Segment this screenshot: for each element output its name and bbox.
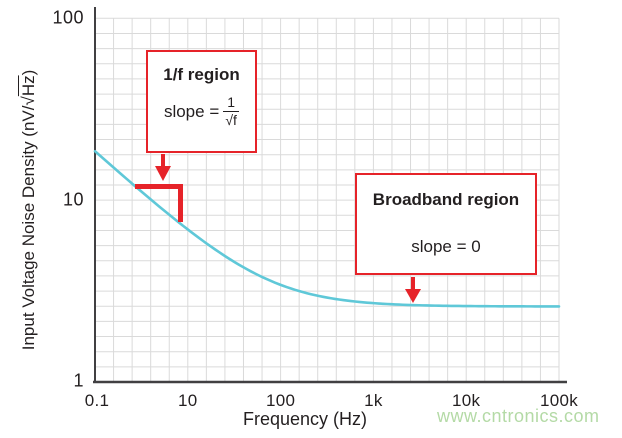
x-tick-1k: 1k	[364, 391, 383, 410]
annotation-1f-title: 1/f region	[163, 65, 240, 84]
formula-prefix: slope =	[163, 101, 220, 121]
annotation-box-broadband-region: Broadband region slope = 0	[355, 173, 537, 275]
arrow-broadband-region-icon	[405, 277, 421, 303]
fraction-radicand: f	[233, 112, 237, 129]
sqrt-icon: √	[19, 96, 38, 106]
annotation-1f-formula: slope = 1 √f	[148, 94, 255, 129]
slope-indicator	[135, 184, 183, 222]
y-tick-1: 1	[73, 370, 84, 391]
annotation-broadband-body: slope = 0	[411, 237, 481, 256]
x-tick-10k: 10k	[452, 391, 481, 410]
x-tick-100: 100	[265, 391, 296, 410]
y-axis-title: Input Voltage Noise Density (nV/√Hz)	[19, 70, 39, 351]
y-axis-title-suffix: )	[19, 69, 38, 76]
noise-curve	[93, 149, 561, 308]
x-tick-100k: 100k	[539, 391, 579, 410]
arrow-1f-region-icon	[155, 154, 171, 181]
y-tick-100: 100	[52, 7, 84, 28]
x-tick-10: 10	[178, 391, 198, 410]
annotation-broadband-title: Broadband region	[372, 190, 520, 209]
fraction-1-over-sqrt-f: 1 √f	[223, 94, 240, 129]
fraction-denominator: √f	[225, 112, 237, 128]
y-axis-title-radicand: Hz	[19, 75, 38, 97]
y-axis-title-prefix: Input Voltage Noise Density (nV/	[19, 105, 38, 351]
annotation-box-1f-region: 1/f region slope = 1 √f	[146, 50, 257, 153]
y-tick-10: 10	[62, 189, 84, 210]
x-tick-0p1: 0.1	[84, 391, 110, 410]
sqrt-icon: √	[225, 112, 234, 129]
fraction-numerator: 1	[223, 94, 240, 113]
x-axis-title: Frequency (Hz)	[242, 409, 368, 429]
watermark-text: www.cntronics.com	[437, 406, 600, 426]
